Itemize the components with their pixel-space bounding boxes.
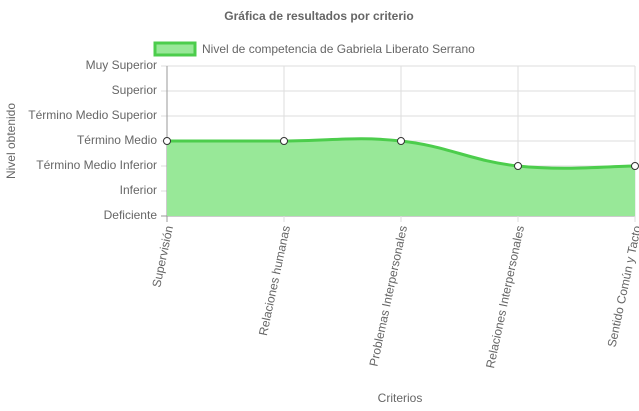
x-tick-label: Relaciones humanas xyxy=(256,224,293,337)
legend-swatch xyxy=(153,41,197,57)
y-tick-label: Término Medio Superior xyxy=(28,108,157,122)
y-tick-label: Inferior xyxy=(120,183,157,197)
area xyxy=(167,138,635,216)
point xyxy=(163,137,171,145)
point xyxy=(514,162,522,170)
y-tick-label: Muy Superior xyxy=(86,58,157,72)
chart-title: Gráfica de resultados por criterio xyxy=(224,9,413,23)
y-tick-label: Término Medio Inferior xyxy=(36,158,157,172)
y-tick-label: Término Medio xyxy=(77,133,157,147)
x-tick-label: Supervisión xyxy=(149,224,176,288)
x-tick-label: Problemas Interpersonales xyxy=(367,224,411,367)
x-tick-label: Relaciones Interpersonales xyxy=(483,224,527,369)
point xyxy=(280,137,288,145)
y-tick-label: Deficiente xyxy=(104,208,158,222)
point xyxy=(397,137,405,145)
x-tick-label: Sentido Común y Tacto xyxy=(605,224,639,348)
legend-label: Nivel de competencia de Gabriela Liberat… xyxy=(202,42,475,56)
x-axis-title: Criterios xyxy=(378,391,423,405)
y-tick-label: Superior xyxy=(112,83,157,97)
point xyxy=(631,162,639,170)
y-axis-title: Nivel obtenido xyxy=(4,103,18,179)
